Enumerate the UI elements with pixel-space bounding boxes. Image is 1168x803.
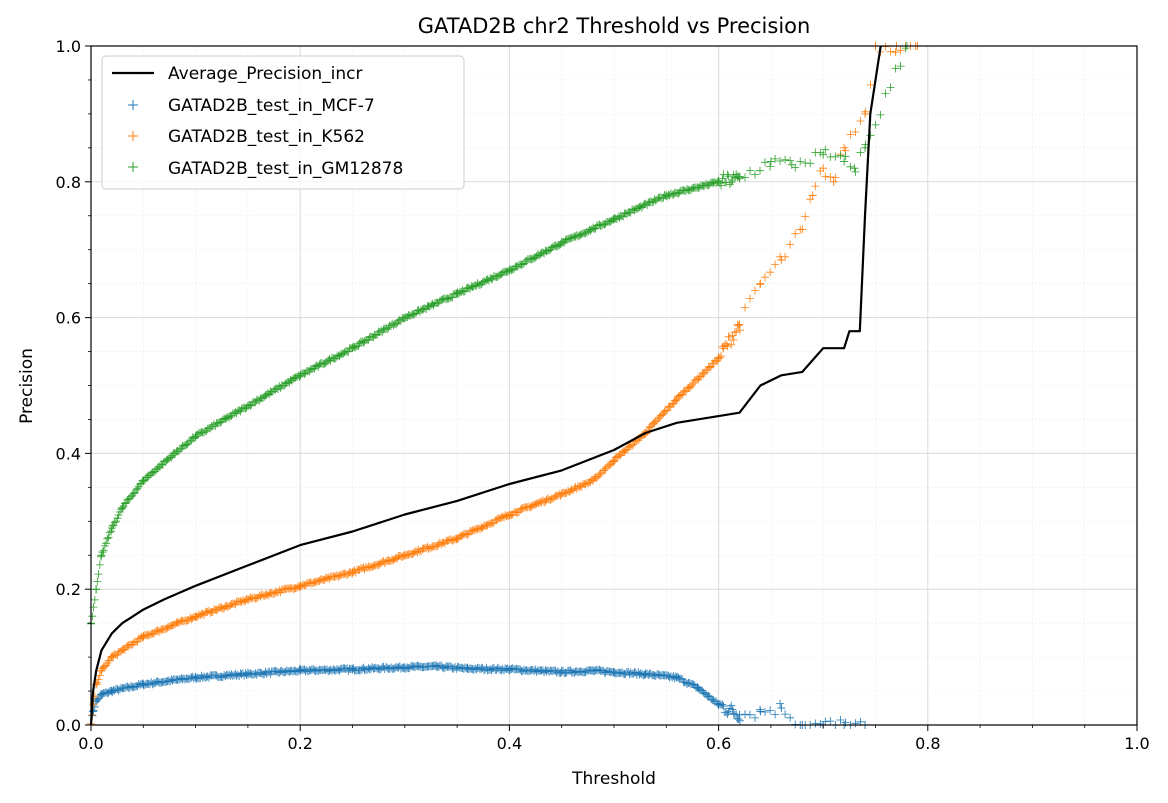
data-point: [296, 666, 305, 675]
x-tick-label: 0.2: [287, 734, 312, 753]
y-tick-label: 0.4: [56, 444, 81, 463]
data-point: [557, 668, 566, 677]
data-point: [693, 683, 702, 692]
data-point: [92, 585, 101, 594]
data-point: [296, 581, 305, 590]
data-point: [453, 534, 462, 543]
data-point: [756, 707, 765, 716]
data-point: [243, 670, 252, 679]
data-point: [400, 313, 409, 322]
y-tick-label: 0.2: [56, 580, 81, 599]
data-point: [840, 157, 849, 166]
x-axis-label: Threshold: [571, 769, 656, 789]
data-point: [348, 344, 357, 353]
legend-marker-mcf7: [128, 100, 138, 110]
data-point: [400, 663, 409, 672]
data-point: [662, 191, 671, 200]
data-point: [107, 653, 116, 662]
data-point: [641, 670, 650, 679]
data-point: [735, 320, 744, 329]
data-point: [505, 665, 514, 674]
data-point: [453, 289, 462, 298]
data-point: [243, 401, 252, 410]
y-tick-label: 0.6: [56, 309, 81, 328]
data-point: [735, 174, 744, 183]
data-point: [191, 673, 200, 682]
data-point: [850, 164, 859, 173]
data-point: [139, 476, 148, 485]
data-point: [766, 157, 775, 166]
x-tick-label: 0.0: [78, 734, 103, 753]
data-point: [139, 680, 148, 689]
data-point: [819, 150, 828, 159]
x-tick-label: 0.6: [706, 734, 731, 753]
data-point: [191, 432, 200, 441]
data-point: [97, 551, 106, 560]
x-tick-label: 0.8: [915, 734, 940, 753]
data-point: [505, 510, 514, 519]
data-point: [829, 177, 838, 186]
x-tick-label: 0.4: [497, 734, 522, 753]
data-point: [714, 177, 723, 186]
data-point: [463, 664, 472, 673]
legend-label-k562: GATAD2B_test_in_K562: [168, 127, 365, 147]
data-point: [589, 666, 598, 675]
x-tick-label: 1.0: [1124, 734, 1149, 753]
data-point: [97, 690, 106, 699]
tick-layer: [85, 45, 1138, 731]
data-point: [432, 662, 441, 671]
data-point: [672, 395, 681, 404]
data-point: [672, 673, 681, 682]
data-point: [107, 687, 116, 696]
data-point: [118, 503, 127, 512]
y-axis-label: Precision: [17, 348, 37, 424]
data-point: [735, 710, 744, 719]
data-point: [777, 704, 786, 713]
series-line-Average_Precision_incr: [89, 45, 882, 726]
data-point: [787, 160, 796, 169]
data-point: [798, 225, 807, 234]
tick-labels: 0.0 0.2 0.4 0.6 0.8 1.0 0.0 0.2 0.4 0.6 0.8 1.0: [56, 37, 1150, 753]
data-point: [348, 568, 357, 577]
data-point: [296, 371, 305, 380]
data-point: [107, 524, 116, 533]
data-point: [808, 191, 817, 200]
data-point: [714, 354, 723, 363]
y-tick-label: 0.0: [56, 716, 81, 735]
data-point: [348, 665, 357, 674]
legend-label-gm12878: GATAD2B_test_in_GM12878: [168, 159, 403, 179]
chart-title: GATAD2B chr2 Threshold vs Precision: [418, 14, 811, 38]
legend-marker-gm12878: [128, 162, 138, 172]
data-point: [861, 109, 870, 118]
y-tick-label: 0.8: [56, 173, 81, 192]
legend-label-average: Average_Precision_incr: [168, 64, 363, 84]
legend-label-mcf7: GATAD2B_test_in_MCF-7: [168, 96, 375, 116]
data-point: [714, 700, 723, 709]
data-point: [756, 279, 765, 288]
data-point: [819, 164, 828, 173]
data-point: [557, 238, 566, 247]
data-point: [170, 449, 179, 458]
data-point: [610, 215, 618, 224]
data-point: [610, 456, 618, 465]
data-point: [139, 632, 148, 641]
legend-marker-k562: [128, 131, 138, 141]
legend: Average_Precision_incr GATAD2B_test_in_M…: [101, 55, 465, 190]
data-point: [243, 595, 252, 604]
legend-box: [101, 55, 465, 190]
data-point: [400, 551, 409, 560]
data-point: [589, 476, 598, 485]
data-point: [505, 266, 514, 275]
data-point: [777, 255, 786, 264]
data-point: [191, 612, 200, 621]
y-tick-label: 1.0: [56, 37, 81, 56]
data-point: [840, 143, 849, 152]
data-point: [557, 490, 566, 499]
data-point: [610, 668, 618, 677]
data-point: [97, 666, 106, 675]
